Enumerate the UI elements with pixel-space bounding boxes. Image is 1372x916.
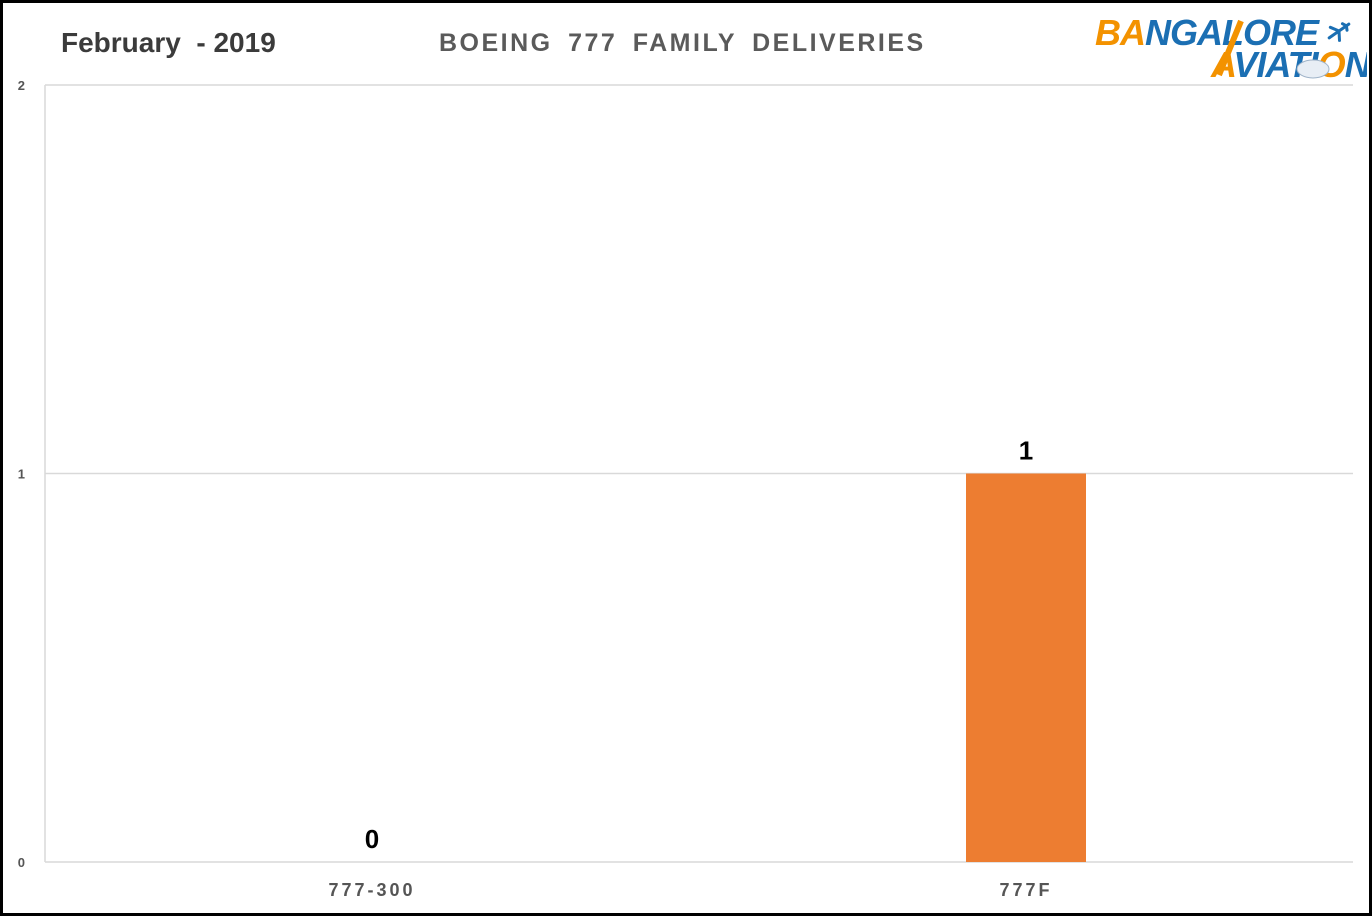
- period-label: February - 2019: [61, 27, 276, 58]
- airplane-icon: [1327, 22, 1351, 42]
- y-tick-label: 0: [18, 855, 25, 870]
- data-label-777F: 1: [1019, 436, 1033, 466]
- y-tick-label: 2: [18, 78, 25, 93]
- data-label-777-300: 0: [365, 824, 379, 854]
- bars: [966, 473, 1086, 862]
- category-label-777F: 777F: [999, 880, 1052, 900]
- bar-chart: 0 1 2 0 777-300 1 777F: [18, 78, 1353, 900]
- y-tick-label: 1: [18, 467, 25, 482]
- chart-title: BOEING 777 FAMILY DELIVERIES: [439, 29, 926, 57]
- labels: 0 1 2 0 777-300 1 777F: [18, 78, 1052, 900]
- bar-777F: [966, 473, 1086, 862]
- gridlines: [45, 84, 1353, 863]
- category-label-777-300: 777-300: [328, 880, 415, 900]
- svg-text:BANGALORE: BANGALORE: [1095, 12, 1320, 53]
- bangalore-aviation-logo: BANGALORE AVIATION: [1095, 12, 1367, 83]
